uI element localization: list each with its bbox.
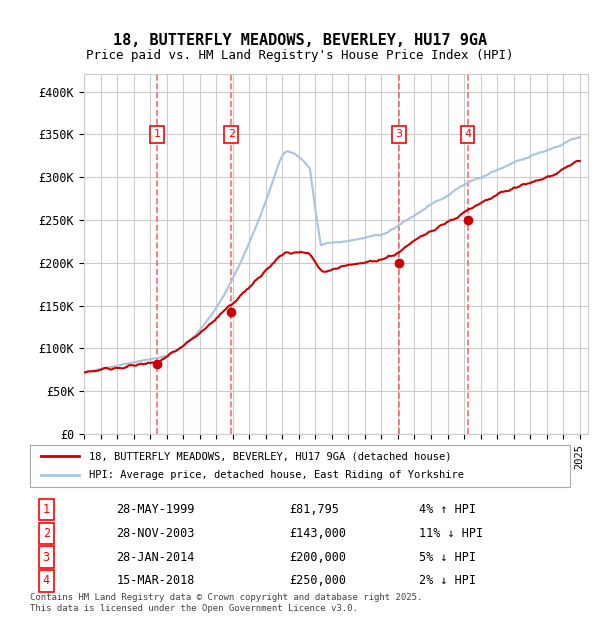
- Text: 4: 4: [43, 575, 50, 587]
- Text: 2% ↓ HPI: 2% ↓ HPI: [419, 575, 476, 587]
- Text: 18, BUTTERFLY MEADOWS, BEVERLEY, HU17 9GA (detached house): 18, BUTTERFLY MEADOWS, BEVERLEY, HU17 9G…: [89, 451, 452, 461]
- Text: 3: 3: [395, 130, 403, 140]
- Text: 28-MAY-1999: 28-MAY-1999: [116, 503, 195, 516]
- Text: 4: 4: [464, 130, 471, 140]
- Text: 28-JAN-2014: 28-JAN-2014: [116, 551, 195, 564]
- Text: 15-MAR-2018: 15-MAR-2018: [116, 575, 195, 587]
- Text: 3: 3: [43, 551, 50, 564]
- Text: HPI: Average price, detached house, East Riding of Yorkshire: HPI: Average price, detached house, East…: [89, 470, 464, 480]
- Text: 28-NOV-2003: 28-NOV-2003: [116, 527, 195, 539]
- Text: 1: 1: [154, 130, 160, 140]
- Text: Contains HM Land Registry data © Crown copyright and database right 2025.
This d: Contains HM Land Registry data © Crown c…: [30, 593, 422, 613]
- Text: 4% ↑ HPI: 4% ↑ HPI: [419, 503, 476, 516]
- Text: 2: 2: [227, 130, 235, 140]
- Text: 1: 1: [43, 503, 50, 516]
- Text: Price paid vs. HM Land Registry's House Price Index (HPI): Price paid vs. HM Land Registry's House …: [86, 50, 514, 62]
- Text: 11% ↓ HPI: 11% ↓ HPI: [419, 527, 483, 539]
- Text: £81,795: £81,795: [289, 503, 339, 516]
- Text: £250,000: £250,000: [289, 575, 346, 587]
- Text: £143,000: £143,000: [289, 527, 346, 539]
- Text: 5% ↓ HPI: 5% ↓ HPI: [419, 551, 476, 564]
- Text: 18, BUTTERFLY MEADOWS, BEVERLEY, HU17 9GA: 18, BUTTERFLY MEADOWS, BEVERLEY, HU17 9G…: [113, 33, 487, 48]
- Text: £200,000: £200,000: [289, 551, 346, 564]
- Text: 2: 2: [43, 527, 50, 539]
